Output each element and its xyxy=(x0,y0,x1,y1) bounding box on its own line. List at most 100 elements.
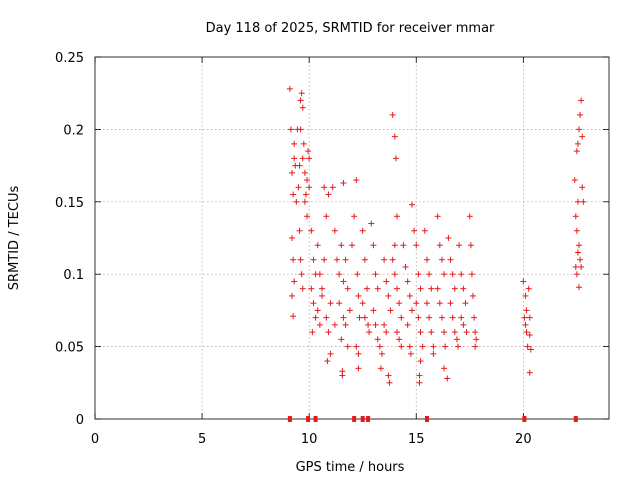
data-point xyxy=(402,263,409,270)
baseline-mark xyxy=(366,416,371,422)
data-point xyxy=(526,314,533,321)
data-point xyxy=(325,191,332,198)
data-point xyxy=(444,375,451,382)
data-point xyxy=(306,184,313,191)
data-point xyxy=(442,343,449,350)
data-point xyxy=(304,213,311,220)
data-point xyxy=(473,336,480,343)
x-tick-label: 20 xyxy=(515,432,532,447)
data-point xyxy=(309,329,316,336)
data-point xyxy=(302,191,309,198)
data-point xyxy=(336,271,343,278)
data-point xyxy=(525,285,532,292)
data-point xyxy=(370,242,377,249)
x-tick-label: 15 xyxy=(408,432,425,447)
data-point xyxy=(381,321,388,328)
data-point xyxy=(522,321,529,328)
data-point xyxy=(314,242,321,249)
data-point xyxy=(372,321,379,328)
data-point xyxy=(449,271,456,278)
data-point xyxy=(428,285,435,292)
data-point xyxy=(329,184,336,191)
chart-title: Day 118 of 2025, SRMTID for receiver mma… xyxy=(206,21,495,36)
data-point xyxy=(574,140,581,147)
data-point xyxy=(331,227,338,234)
data-point xyxy=(301,198,308,205)
data-point xyxy=(577,256,584,263)
data-point xyxy=(434,213,441,220)
data-point xyxy=(370,307,377,314)
data-point xyxy=(396,336,403,343)
y-tick-label: 0.25 xyxy=(55,51,84,66)
data-point xyxy=(296,162,303,169)
data-point xyxy=(376,343,383,350)
data-point xyxy=(393,285,400,292)
data-point xyxy=(471,314,478,321)
data-point xyxy=(355,365,362,372)
data-point xyxy=(441,329,448,336)
data-point xyxy=(523,329,530,336)
data-point xyxy=(365,321,372,328)
data-point xyxy=(467,242,474,249)
data-point xyxy=(290,313,297,320)
data-point xyxy=(416,372,423,379)
data-point xyxy=(327,350,334,357)
data-point xyxy=(526,332,533,339)
data-point xyxy=(342,256,349,263)
data-point xyxy=(300,140,307,147)
data-point xyxy=(423,300,430,307)
data-point xyxy=(472,329,479,336)
data-point xyxy=(411,227,418,234)
data-point xyxy=(580,198,587,205)
data-point xyxy=(296,227,303,234)
data-point xyxy=(291,140,298,147)
data-point xyxy=(455,343,462,350)
data-point xyxy=(573,148,580,155)
data-point xyxy=(426,314,433,321)
data-point xyxy=(466,213,473,220)
data-point xyxy=(374,285,381,292)
data-point xyxy=(470,292,477,299)
data-point xyxy=(391,242,398,249)
data-point xyxy=(310,300,317,307)
data-point xyxy=(428,329,435,336)
data-point xyxy=(398,343,405,350)
baseline-mark xyxy=(424,416,429,422)
data-point xyxy=(445,235,452,241)
data-point xyxy=(304,177,311,184)
data-point xyxy=(408,307,415,314)
data-points xyxy=(286,85,587,386)
data-point xyxy=(416,379,423,386)
data-point xyxy=(316,321,323,328)
baseline-mark xyxy=(360,416,365,422)
data-point xyxy=(392,155,399,162)
data-point xyxy=(293,198,300,205)
data-point xyxy=(325,329,332,336)
data-point xyxy=(368,220,375,227)
data-point xyxy=(297,256,304,263)
data-point xyxy=(436,300,443,307)
data-point xyxy=(339,372,346,379)
data-point xyxy=(363,285,370,292)
data-point xyxy=(299,155,306,162)
y-tick-label: 0 xyxy=(76,413,84,428)
data-point xyxy=(451,329,458,336)
data-point xyxy=(522,292,529,299)
data-point xyxy=(316,271,323,278)
data-point xyxy=(430,343,437,350)
data-point xyxy=(359,300,366,307)
data-point xyxy=(578,263,585,270)
data-point xyxy=(340,314,347,321)
baseline-mark xyxy=(313,416,318,422)
data-point xyxy=(413,242,420,249)
data-point xyxy=(460,285,467,292)
data-point xyxy=(577,111,584,118)
baseline-mark xyxy=(522,416,527,422)
data-point xyxy=(404,278,411,285)
data-point xyxy=(438,314,445,321)
axis-ticks: 0 5 10 15 20 0 0.05 0.1 0.15 0.2 0.25 xyxy=(55,51,609,447)
data-point xyxy=(289,292,296,299)
data-point xyxy=(344,285,351,292)
data-point xyxy=(458,271,465,278)
data-point xyxy=(344,343,351,350)
